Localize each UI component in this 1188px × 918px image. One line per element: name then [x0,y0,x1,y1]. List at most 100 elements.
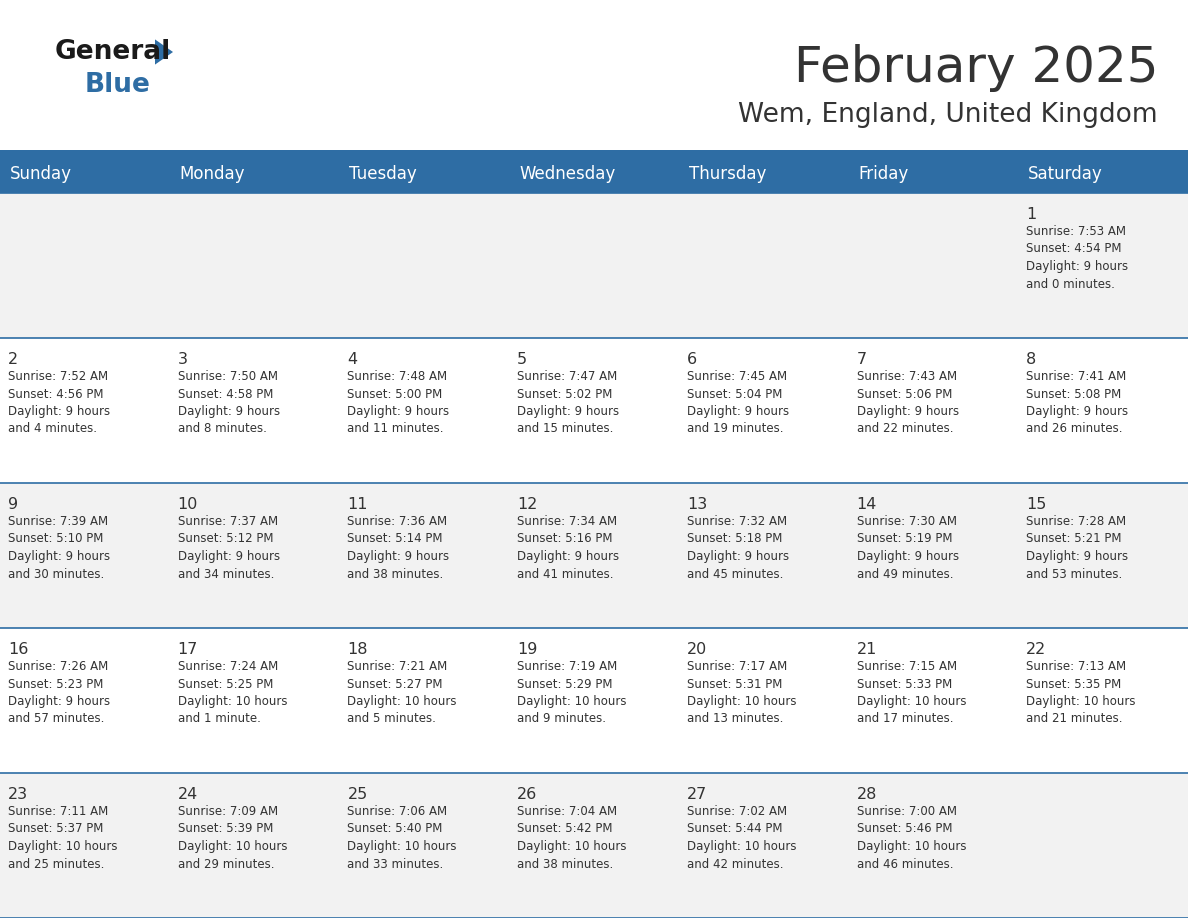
Text: 27: 27 [687,787,707,802]
Text: Wednesday: Wednesday [519,165,615,183]
Text: Sunrise: 7:11 AM
Sunset: 5:37 PM
Daylight: 10 hours
and 25 minutes.: Sunrise: 7:11 AM Sunset: 5:37 PM Dayligh… [8,805,118,870]
Text: 4: 4 [347,352,358,367]
Text: Thursday: Thursday [689,165,766,183]
Text: 20: 20 [687,642,707,657]
Text: Sunrise: 7:50 AM
Sunset: 4:58 PM
Daylight: 9 hours
and 8 minutes.: Sunrise: 7:50 AM Sunset: 4:58 PM Dayligh… [178,370,280,435]
Text: Sunrise: 7:52 AM
Sunset: 4:56 PM
Daylight: 9 hours
and 4 minutes.: Sunrise: 7:52 AM Sunset: 4:56 PM Dayligh… [8,370,110,435]
Text: Tuesday: Tuesday [349,165,417,183]
Text: 14: 14 [857,497,877,512]
Text: 19: 19 [517,642,537,657]
Bar [848,338,1018,483]
Bar [1018,483,1188,628]
Bar [0,338,170,483]
Text: 22: 22 [1026,642,1047,657]
Bar [1018,193,1188,338]
Bar [1018,338,1188,483]
Text: 15: 15 [1026,497,1047,512]
Text: Sunrise: 7:45 AM
Sunset: 5:04 PM
Daylight: 9 hours
and 19 minutes.: Sunrise: 7:45 AM Sunset: 5:04 PM Dayligh… [687,370,789,435]
Text: Sunrise: 7:04 AM
Sunset: 5:42 PM
Daylight: 10 hours
and 38 minutes.: Sunrise: 7:04 AM Sunset: 5:42 PM Dayligh… [517,805,626,870]
Bar [0,773,170,918]
Text: Wem, England, United Kingdom: Wem, England, United Kingdom [739,102,1158,128]
Text: 9: 9 [8,497,18,512]
Text: Sunrise: 7:21 AM
Sunset: 5:27 PM
Daylight: 10 hours
and 5 minutes.: Sunrise: 7:21 AM Sunset: 5:27 PM Dayligh… [347,660,457,725]
Text: Sunrise: 7:17 AM
Sunset: 5:31 PM
Daylight: 10 hours
and 13 minutes.: Sunrise: 7:17 AM Sunset: 5:31 PM Dayligh… [687,660,796,725]
Text: 17: 17 [178,642,198,657]
Text: Sunday: Sunday [10,165,72,183]
Text: 21: 21 [857,642,877,657]
Text: Sunrise: 7:43 AM
Sunset: 5:06 PM
Daylight: 9 hours
and 22 minutes.: Sunrise: 7:43 AM Sunset: 5:06 PM Dayligh… [857,370,959,435]
Text: Sunrise: 7:48 AM
Sunset: 5:00 PM
Daylight: 9 hours
and 11 minutes.: Sunrise: 7:48 AM Sunset: 5:00 PM Dayligh… [347,370,449,435]
Bar [678,773,848,918]
Text: Sunrise: 7:34 AM
Sunset: 5:16 PM
Daylight: 9 hours
and 41 minutes.: Sunrise: 7:34 AM Sunset: 5:16 PM Dayligh… [517,515,619,580]
Text: 2: 2 [8,352,18,367]
Text: 10: 10 [178,497,198,512]
Bar [510,773,678,918]
Text: Monday: Monday [179,165,245,183]
Text: Sunrise: 7:53 AM
Sunset: 4:54 PM
Daylight: 9 hours
and 0 minutes.: Sunrise: 7:53 AM Sunset: 4:54 PM Dayligh… [1026,225,1129,290]
Text: Sunrise: 7:13 AM
Sunset: 5:35 PM
Daylight: 10 hours
and 21 minutes.: Sunrise: 7:13 AM Sunset: 5:35 PM Dayligh… [1026,660,1136,725]
Text: Saturday: Saturday [1029,165,1102,183]
Bar [848,193,1018,338]
Text: Sunrise: 7:47 AM
Sunset: 5:02 PM
Daylight: 9 hours
and 15 minutes.: Sunrise: 7:47 AM Sunset: 5:02 PM Dayligh… [517,370,619,435]
Bar [340,773,510,918]
Text: Sunrise: 7:41 AM
Sunset: 5:08 PM
Daylight: 9 hours
and 26 minutes.: Sunrise: 7:41 AM Sunset: 5:08 PM Dayligh… [1026,370,1129,435]
Text: 24: 24 [178,787,198,802]
Bar [0,483,170,628]
Bar [340,628,510,773]
Text: Sunrise: 7:36 AM
Sunset: 5:14 PM
Daylight: 9 hours
and 38 minutes.: Sunrise: 7:36 AM Sunset: 5:14 PM Dayligh… [347,515,449,580]
Text: Sunrise: 7:00 AM
Sunset: 5:46 PM
Daylight: 10 hours
and 46 minutes.: Sunrise: 7:00 AM Sunset: 5:46 PM Dayligh… [857,805,966,870]
Bar [340,193,510,338]
Text: 11: 11 [347,497,368,512]
Bar [678,193,848,338]
Text: 16: 16 [8,642,29,657]
Text: Sunrise: 7:30 AM
Sunset: 5:19 PM
Daylight: 9 hours
and 49 minutes.: Sunrise: 7:30 AM Sunset: 5:19 PM Dayligh… [857,515,959,580]
Text: 28: 28 [857,787,877,802]
Bar [170,338,340,483]
Text: Sunrise: 7:02 AM
Sunset: 5:44 PM
Daylight: 10 hours
and 42 minutes.: Sunrise: 7:02 AM Sunset: 5:44 PM Dayligh… [687,805,796,870]
Text: Sunrise: 7:39 AM
Sunset: 5:10 PM
Daylight: 9 hours
and 30 minutes.: Sunrise: 7:39 AM Sunset: 5:10 PM Dayligh… [8,515,110,580]
Text: Sunrise: 7:15 AM
Sunset: 5:33 PM
Daylight: 10 hours
and 17 minutes.: Sunrise: 7:15 AM Sunset: 5:33 PM Dayligh… [857,660,966,725]
Text: Friday: Friday [859,165,909,183]
Bar [678,338,848,483]
Text: 18: 18 [347,642,368,657]
Text: Sunrise: 7:06 AM
Sunset: 5:40 PM
Daylight: 10 hours
and 33 minutes.: Sunrise: 7:06 AM Sunset: 5:40 PM Dayligh… [347,805,457,870]
Text: Sunrise: 7:09 AM
Sunset: 5:39 PM
Daylight: 10 hours
and 29 minutes.: Sunrise: 7:09 AM Sunset: 5:39 PM Dayligh… [178,805,287,870]
Text: General: General [55,39,171,65]
Bar [340,338,510,483]
Bar [678,483,848,628]
Text: February 2025: February 2025 [794,44,1158,92]
Bar [170,628,340,773]
Bar [0,150,1188,155]
Text: 26: 26 [517,787,537,802]
Text: Sunrise: 7:37 AM
Sunset: 5:12 PM
Daylight: 9 hours
and 34 minutes.: Sunrise: 7:37 AM Sunset: 5:12 PM Dayligh… [178,515,280,580]
Text: 5: 5 [517,352,527,367]
Polygon shape [154,39,173,64]
Text: 6: 6 [687,352,697,367]
Bar [848,773,1018,918]
Text: 23: 23 [8,787,29,802]
Bar [1018,628,1188,773]
Text: 13: 13 [687,497,707,512]
Bar [0,193,170,338]
Bar [848,628,1018,773]
Text: 7: 7 [857,352,867,367]
Text: Sunrise: 7:28 AM
Sunset: 5:21 PM
Daylight: 9 hours
and 53 minutes.: Sunrise: 7:28 AM Sunset: 5:21 PM Dayligh… [1026,515,1129,580]
Text: 3: 3 [178,352,188,367]
Bar [170,483,340,628]
Bar [848,483,1018,628]
Bar [510,338,678,483]
Bar [170,773,340,918]
Text: Sunrise: 7:26 AM
Sunset: 5:23 PM
Daylight: 9 hours
and 57 minutes.: Sunrise: 7:26 AM Sunset: 5:23 PM Dayligh… [8,660,110,725]
Text: Blue: Blue [86,72,151,98]
Bar [678,628,848,773]
Text: 25: 25 [347,787,367,802]
Text: Sunrise: 7:19 AM
Sunset: 5:29 PM
Daylight: 10 hours
and 9 minutes.: Sunrise: 7:19 AM Sunset: 5:29 PM Dayligh… [517,660,626,725]
Bar [510,193,678,338]
Bar [510,483,678,628]
Bar [1018,773,1188,918]
Text: 8: 8 [1026,352,1037,367]
Text: 1: 1 [1026,207,1037,222]
Bar [0,155,1188,193]
Bar [340,483,510,628]
Bar [510,628,678,773]
